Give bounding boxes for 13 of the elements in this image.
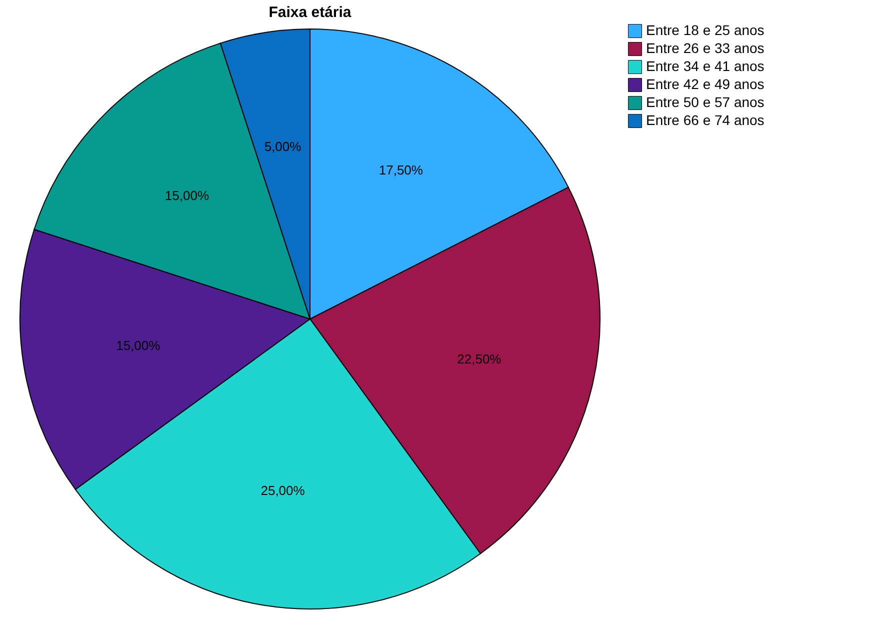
chart-title: Faixa etária [268, 4, 352, 21]
data-label: 17,50% [378, 162, 424, 178]
legend-label: Entre 18 e 25 anos [646, 22, 764, 38]
legend-label: Entre 34 e 41 anos [646, 58, 764, 74]
data-label: 15,00% [164, 188, 210, 203]
data-label: 25,00% [260, 482, 306, 498]
data-label: 22,50% [457, 352, 502, 367]
legend-label: Entre 50 e 57 anos [646, 94, 764, 110]
data-label: 5,00% [264, 139, 302, 154]
data-label: 15,00% [116, 338, 161, 354]
legend-label: Entre 42 e 49 anos [646, 76, 764, 92]
legend-label: Entre 26 e 33 anos [646, 40, 764, 56]
legend-label: Entre 66 e 74 anos [646, 112, 764, 128]
